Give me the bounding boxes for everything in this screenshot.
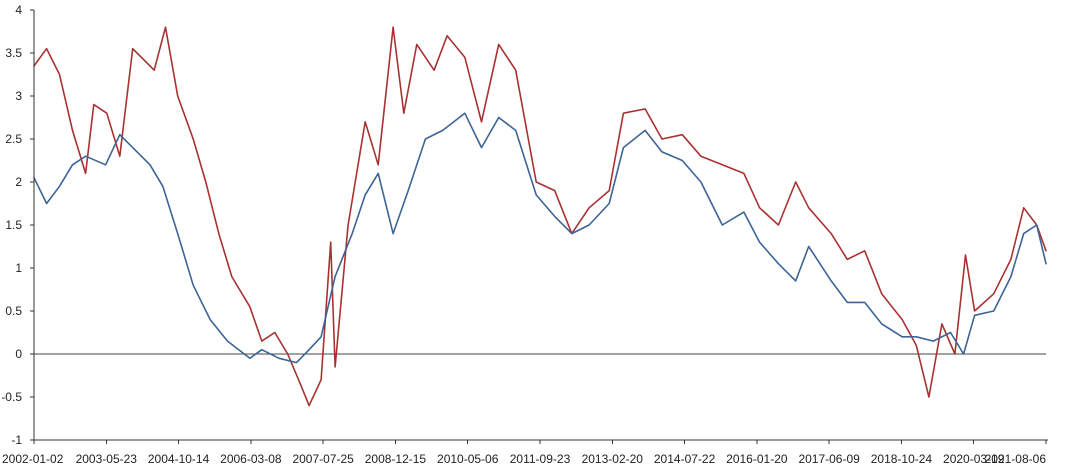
x-tick-label: 2011-09-23 — [510, 452, 571, 466]
series-line-2 — [33, 112, 1047, 364]
x-tick-label: 2003-05-23 — [76, 452, 138, 466]
y-tick-label: 3 — [15, 89, 22, 103]
x-tick-label: 2010-05-06 — [437, 452, 499, 466]
x-tick-label: 2006-03-08 — [220, 452, 282, 466]
x-tick-label: 2021-08-06 — [985, 452, 1047, 466]
x-tick-label: 2020-03-19 — [943, 452, 1005, 466]
series-layer — [33, 26, 1047, 407]
y-tick-label: 2.5 — [5, 132, 22, 146]
x-tick-label: 2013-02-20 — [582, 452, 644, 466]
x-tick-label: 2014-07-22 — [654, 452, 716, 466]
y-tick-label: 0.5 — [5, 304, 22, 318]
x-axis-ticks: 2002-01-02 2003-05-23 2004-10-14 2006-03-08… — [2, 440, 1047, 466]
y-tick-label: 3.5 — [5, 46, 22, 60]
x-tick-label: 2007-07-25 — [292, 452, 354, 466]
y-tick-label: -0.5 — [1, 390, 22, 404]
y-tick-label: 1 — [15, 261, 22, 275]
x-tick-label: 2008-12-15 — [365, 452, 427, 466]
x-tick-label: 2018-10-24 — [871, 452, 933, 466]
y-axis-ticks: -1 -0.5 0 0.5 1 1.5 2 2.5 3 3.5 4 — [1, 3, 34, 447]
x-tick-label: 2017-06-09 — [798, 452, 860, 466]
y-tick-label: -1 — [11, 433, 22, 447]
x-tick-label: 2016-01-20 — [726, 452, 788, 466]
y-tick-label: 2 — [15, 175, 22, 189]
series-line-1 — [33, 26, 1047, 407]
x-tick-label: 2004-10-14 — [148, 452, 210, 466]
y-tick-label: 1.5 — [5, 218, 22, 232]
x-tick-label: 2002-01-02 — [2, 452, 64, 466]
y-tick-label: 0 — [15, 347, 22, 361]
y-tick-label: 4 — [15, 3, 22, 17]
